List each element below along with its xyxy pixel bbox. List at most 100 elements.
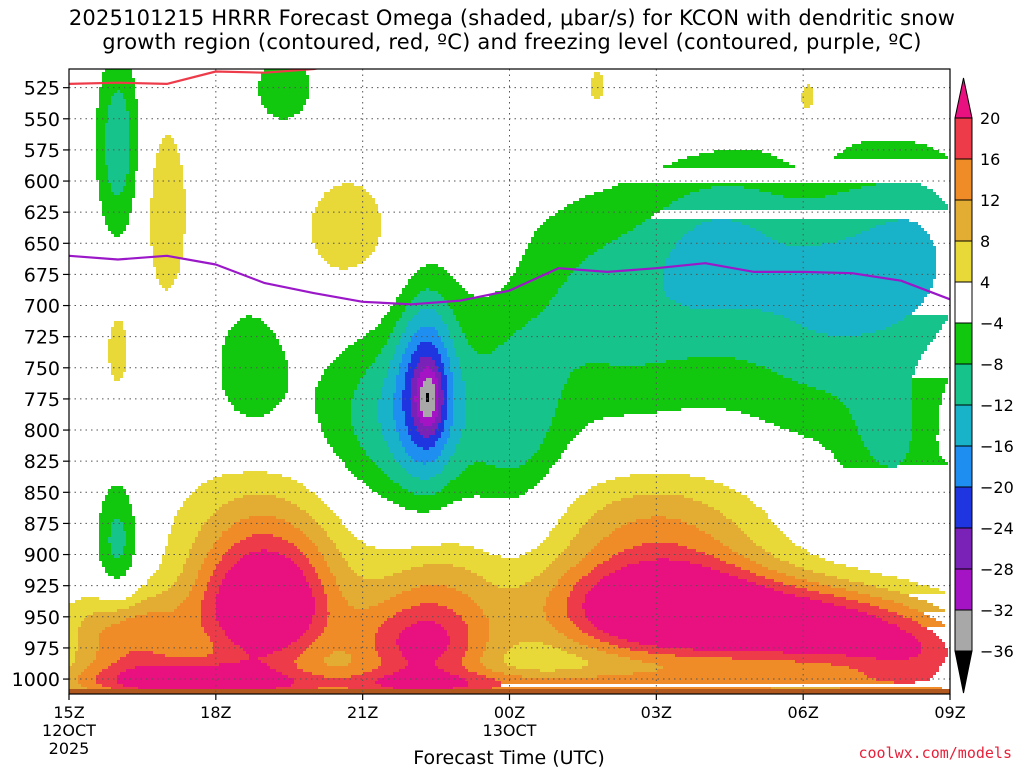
omega-cell xyxy=(378,399,393,402)
omega-cell xyxy=(420,402,435,405)
omega-cell xyxy=(465,411,555,414)
x-tick-label: 18Z xyxy=(200,703,231,722)
x-tick-label: 00Z xyxy=(494,703,525,722)
omega-cell xyxy=(363,336,390,339)
omega-cell xyxy=(225,336,276,339)
source-credit: coolwx.com/models xyxy=(858,744,1012,762)
omega-cell xyxy=(321,423,351,426)
omega-cell xyxy=(849,189,933,192)
omega-cell xyxy=(96,162,105,165)
omega-cell xyxy=(108,540,126,543)
omega-cell xyxy=(708,504,756,507)
omega-cell xyxy=(129,651,153,654)
omega-cell xyxy=(846,405,912,408)
omega-cell xyxy=(543,222,642,225)
omega-cell xyxy=(921,642,945,645)
omega-cell xyxy=(174,609,201,612)
omega-cell xyxy=(204,627,222,630)
omega-cell xyxy=(807,327,885,330)
omega-cell xyxy=(447,381,453,384)
omega-cell xyxy=(402,288,426,291)
omega-cell xyxy=(564,387,816,390)
omega-cell xyxy=(420,405,435,408)
omega-cell xyxy=(324,675,351,678)
omega-cell xyxy=(585,612,867,615)
omega-cell xyxy=(261,96,309,99)
omega-cell xyxy=(411,588,456,591)
omega-cell xyxy=(96,150,105,153)
omega-cell xyxy=(447,390,453,393)
omega-cell xyxy=(99,192,114,195)
omega-cell xyxy=(405,423,414,426)
omega-cell xyxy=(327,594,342,597)
omega-cell xyxy=(546,615,567,618)
omega-cell xyxy=(150,219,186,222)
omega-cell xyxy=(108,111,129,114)
omega-cell xyxy=(405,372,414,375)
omega-cell xyxy=(228,501,291,504)
omega-cell xyxy=(99,105,108,108)
omega-cell xyxy=(585,600,822,603)
omega-cell xyxy=(495,291,558,294)
omega-cell xyxy=(105,138,129,141)
omega-cell xyxy=(165,135,171,138)
omega-cell xyxy=(486,579,531,582)
omega-cell xyxy=(867,612,897,615)
omega-cell xyxy=(465,399,558,402)
omega-cell xyxy=(396,423,405,426)
omega-cell xyxy=(366,483,399,486)
omega-cell xyxy=(834,594,870,597)
omega-cell xyxy=(462,330,516,333)
omega-cell xyxy=(438,423,444,426)
omega-cell xyxy=(420,327,435,330)
omega-cell xyxy=(225,393,285,396)
omega-cell xyxy=(378,465,402,468)
omega-cell xyxy=(99,522,111,525)
omega-cell xyxy=(198,486,306,489)
omega-cell xyxy=(108,354,126,357)
omega-cell xyxy=(108,351,126,354)
omega-cell xyxy=(522,258,585,261)
omega-cell xyxy=(402,336,411,339)
omega-cell xyxy=(582,558,609,561)
omega-cell xyxy=(438,603,477,606)
colorbar-bin xyxy=(954,527,973,570)
y-tick-label: 875 xyxy=(24,513,60,535)
omega-cell xyxy=(96,129,105,132)
omega-cell xyxy=(99,93,114,96)
omega-cell xyxy=(525,252,594,255)
omega-cell xyxy=(579,561,603,564)
omega-cell xyxy=(546,432,579,435)
omega-cell xyxy=(69,642,78,645)
omega-cell xyxy=(450,435,462,438)
omega-cell xyxy=(105,126,129,129)
omega-cell xyxy=(912,426,939,429)
omega-cell xyxy=(201,567,216,570)
omega-cell xyxy=(381,657,405,660)
omega-cell xyxy=(84,669,102,672)
omega-cell xyxy=(351,402,378,405)
omega-cell xyxy=(393,687,453,690)
omega-cell xyxy=(705,531,744,534)
omega-cell xyxy=(447,606,480,609)
omega-cell xyxy=(561,393,831,396)
omega-cell xyxy=(120,555,132,558)
omega-cell xyxy=(411,414,417,417)
omega-cell xyxy=(447,633,468,636)
omega-cell xyxy=(711,534,747,537)
omega-cell xyxy=(258,90,309,93)
omega-cell xyxy=(183,504,222,507)
omega-cell xyxy=(231,546,297,549)
omega-cell xyxy=(120,657,249,660)
omega-cell xyxy=(525,462,555,465)
omega-cell xyxy=(912,381,948,384)
omega-cell xyxy=(564,633,588,636)
omega-cell xyxy=(387,342,399,345)
omega-cell xyxy=(834,456,873,459)
omega-cell xyxy=(456,315,537,318)
omega-cell xyxy=(453,411,465,414)
omega-cell xyxy=(519,585,555,588)
contour-lines xyxy=(69,69,950,306)
omega-cell xyxy=(81,597,99,600)
y-tick-label: 675 xyxy=(24,264,60,286)
